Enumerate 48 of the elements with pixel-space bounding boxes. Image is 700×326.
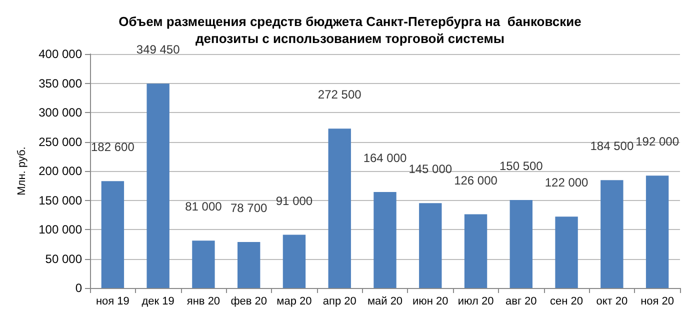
y-tick-label: 200 000 (38, 164, 82, 178)
y-tick-label: 100 000 (38, 222, 82, 236)
bar (419, 203, 442, 288)
x-tick-label: ноя 20 (640, 296, 674, 308)
data-label: 145 000 (408, 162, 452, 176)
bar (328, 128, 351, 288)
y-tick-label: 300 000 (38, 106, 82, 120)
x-tick-label: мар 20 (276, 296, 312, 308)
x-tick-label: окт 20 (596, 296, 628, 308)
bar (510, 200, 532, 288)
bar (646, 176, 669, 288)
x-tick-label: дек 19 (142, 296, 174, 308)
y-tick-label: 400 000 (38, 47, 82, 61)
bar (146, 84, 170, 288)
x-tick-label: янв 20 (186, 296, 220, 308)
y-tick-label: 350 000 (38, 76, 82, 90)
y-tick-label: 250 000 (38, 134, 82, 149)
y-tick-label: 50 000 (45, 252, 82, 266)
x-tick-label: июл 20 (458, 296, 494, 308)
y-axis-title: Млн. руб. (16, 146, 28, 196)
bar (555, 216, 578, 288)
data-label: 81 000 (185, 200, 222, 214)
bar (374, 192, 396, 288)
x-tick-label: авг 20 (506, 296, 537, 308)
x-tick-label: сен 20 (550, 296, 584, 308)
x-tick-label: июн 20 (412, 296, 448, 308)
x-tick-label: ноя 19 (96, 296, 130, 308)
x-tick-label: фев 20 (230, 296, 267, 308)
data-label: 272 500 (318, 88, 362, 102)
data-label: 182 600 (90, 140, 135, 154)
bar (600, 180, 624, 288)
y-tick-label: 0 (75, 281, 82, 295)
bar (464, 214, 488, 288)
data-label: 78 700 (230, 200, 268, 215)
data-label: 192 000 (636, 134, 680, 149)
bar (192, 240, 215, 288)
data-label: 91 000 (276, 194, 313, 208)
bar (238, 242, 260, 288)
data-label: 126 000 (454, 173, 498, 188)
y-tick-label: 150 000 (38, 193, 82, 208)
x-tick-label: апр 20 (322, 296, 356, 308)
bar (282, 234, 306, 288)
x-tick-label: май 20 (367, 296, 403, 308)
data-label: 184 500 (590, 139, 634, 154)
data-label: 122 000 (544, 176, 589, 190)
data-label: 164 000 (363, 151, 408, 166)
data-label: 150 500 (499, 158, 544, 173)
bar (101, 181, 124, 288)
